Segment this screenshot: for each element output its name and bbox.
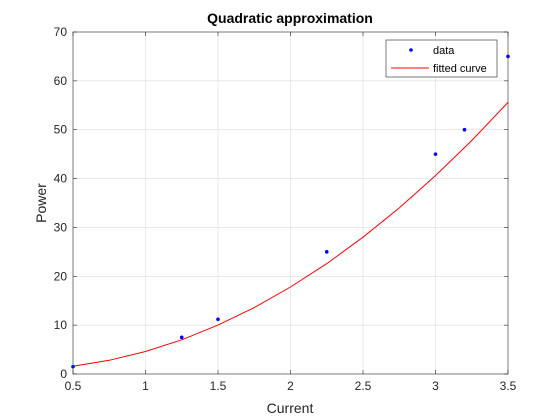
- y-tick-label: 20: [54, 269, 68, 283]
- x-tick-label: 2.5: [355, 379, 372, 393]
- y-tick-label: 50: [54, 123, 68, 137]
- y-tick-label: 0: [60, 367, 67, 381]
- x-tick-label: 3.5: [500, 379, 517, 393]
- data-point: [433, 152, 438, 156]
- legend: data fitted curve: [385, 39, 498, 78]
- grid: [73, 32, 508, 374]
- y-tick-label: 40: [54, 172, 68, 186]
- y-axis-label: Power: [33, 183, 49, 223]
- legend-box: [385, 39, 498, 78]
- data-point: [179, 335, 184, 340]
- x-tick-label: 1.5: [210, 379, 227, 393]
- fitted-curve-layer: [72, 102, 509, 367]
- y-tick-label: 30: [54, 220, 68, 234]
- y-tick-label: 60: [54, 74, 68, 88]
- y-tick-label: 70: [54, 25, 68, 39]
- fitted-curve-line: [72, 102, 509, 367]
- data-points-layer: [71, 54, 510, 369]
- legend-marker-data: [409, 48, 413, 52]
- x-tick-label: 2: [287, 379, 294, 393]
- x-tick-label: 0.5: [65, 379, 82, 393]
- y-tick-label: 10: [54, 318, 68, 332]
- data-point: [462, 127, 467, 132]
- legend-label-fitted-curve: fitted curve: [433, 63, 487, 75]
- legend-label-data: data: [433, 45, 455, 57]
- x-tick-label: 1: [142, 379, 149, 393]
- data-point: [324, 250, 329, 254]
- data-point: [216, 317, 220, 322]
- ticks: 0.5 1 1.5 2 2.5 3 3.5 0 10 20 30 40 50 60 70: [54, 25, 517, 393]
- chart-title: Quadratic approximation: [207, 10, 373, 26]
- x-axis-label: Current: [267, 400, 314, 416]
- x-tick-label: 3: [432, 379, 439, 393]
